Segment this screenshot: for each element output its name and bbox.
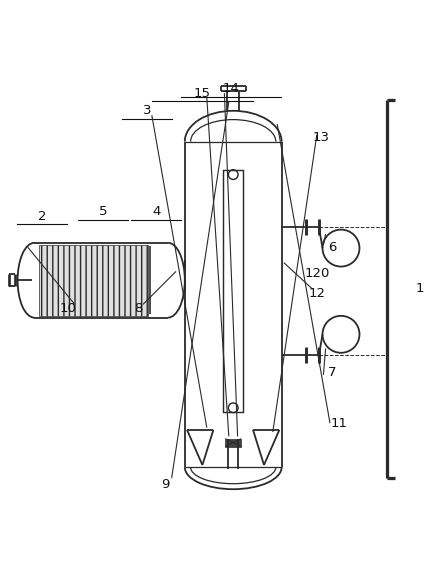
- Text: 11: 11: [330, 417, 347, 429]
- Text: 3: 3: [143, 104, 152, 117]
- Bar: [39, 244, 148, 316]
- Text: 6: 6: [328, 240, 337, 254]
- Text: 12: 12: [308, 287, 325, 300]
- Bar: [225, 439, 241, 447]
- Text: 9: 9: [161, 479, 169, 491]
- Text: 5: 5: [99, 206, 108, 218]
- Bar: [224, 170, 243, 412]
- Text: 120: 120: [304, 267, 330, 280]
- Text: 2: 2: [37, 210, 46, 223]
- Text: 10: 10: [60, 302, 77, 316]
- Text: 13: 13: [313, 131, 330, 144]
- Text: 14: 14: [223, 82, 239, 95]
- Text: 4: 4: [152, 206, 161, 218]
- Text: 1: 1: [416, 283, 425, 295]
- Text: 7: 7: [328, 366, 337, 379]
- Text: 15: 15: [194, 87, 211, 99]
- Text: 8: 8: [134, 302, 143, 316]
